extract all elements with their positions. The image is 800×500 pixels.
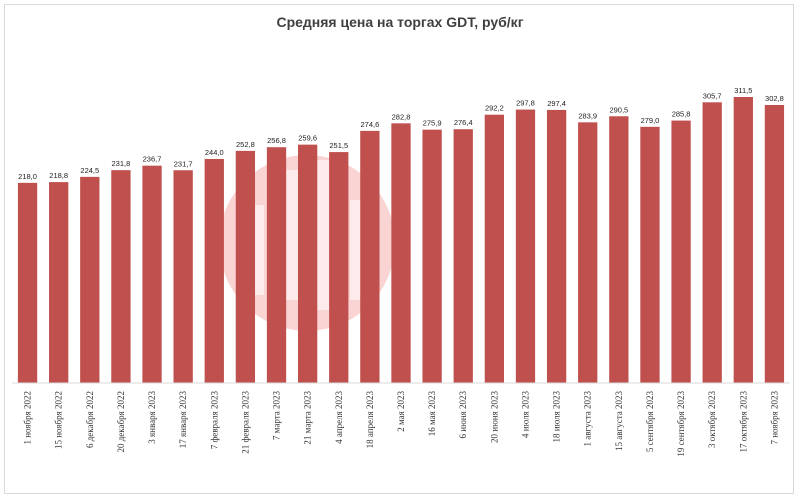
bar bbox=[360, 130, 380, 383]
x-tick-label: 6 июня 2023 bbox=[458, 391, 468, 439]
bar-value-label: 276,4 bbox=[454, 118, 473, 127]
x-tick-label: 18 апреля 2023 bbox=[365, 391, 375, 449]
bar bbox=[266, 147, 287, 383]
x-tick-label: 2 мая 2023 bbox=[396, 391, 406, 432]
x-tick-label: 21 февраля 2023 bbox=[240, 391, 250, 454]
bar-value-label: 218,0 bbox=[18, 172, 37, 181]
x-tick-label: 20 декабря 2022 bbox=[116, 391, 126, 453]
chart-title: Средняя цена на торгах GDT, руб/кг bbox=[276, 14, 524, 30]
bar-value-label: 279,0 bbox=[641, 116, 660, 125]
bar bbox=[546, 109, 567, 384]
bar-value-label: 224,5 bbox=[80, 166, 99, 175]
bar bbox=[578, 122, 598, 383]
bar-value-label: 218,8 bbox=[49, 171, 68, 180]
bar bbox=[733, 96, 753, 384]
bar bbox=[515, 109, 536, 383]
bar bbox=[111, 170, 131, 383]
bar bbox=[640, 126, 660, 383]
bar-value-label: 311,5 bbox=[734, 86, 752, 95]
x-tick-label: 16 мая 2023 bbox=[427, 391, 437, 437]
bar-value-label: 259,6 bbox=[298, 134, 317, 143]
bar-value-label: 302,8 bbox=[765, 94, 784, 103]
x-tick-label: 6 декабря 2022 bbox=[85, 391, 95, 448]
bar-value-label: 297,8 bbox=[516, 99, 535, 108]
x-tick-label: 20 июня 2023 bbox=[489, 391, 499, 443]
x-tick-label: 17 октября 2023 bbox=[738, 391, 748, 453]
bar-value-label: 292,2 bbox=[485, 104, 504, 113]
x-tick-label: 1 августа 2023 bbox=[583, 391, 593, 447]
x-tick-label: 17 января 2023 bbox=[178, 391, 188, 449]
x-tick-label: 5 сентября 2023 bbox=[645, 391, 655, 453]
bar bbox=[142, 165, 162, 383]
x-tick-label: 19 сентября 2023 bbox=[676, 391, 686, 457]
x-tick-label: 21 марта 2023 bbox=[303, 391, 313, 445]
x-tick-label: 4 июля 2023 bbox=[520, 391, 530, 438]
bar bbox=[702, 102, 722, 383]
bar-value-label: 251,5 bbox=[329, 141, 348, 150]
bar bbox=[297, 144, 318, 383]
x-tick-label: 3 октября 2023 bbox=[707, 391, 717, 448]
x-tick-label: 7 февраля 2023 bbox=[209, 391, 219, 450]
x-tick-label: 15 августа 2023 bbox=[614, 391, 624, 451]
x-tick-label: 7 марта 2023 bbox=[272, 391, 282, 441]
bar bbox=[204, 158, 224, 383]
bar-value-label: 231,8 bbox=[112, 159, 131, 168]
bar bbox=[17, 182, 38, 383]
bar bbox=[453, 129, 473, 383]
bar bbox=[173, 170, 193, 383]
bar bbox=[329, 152, 349, 383]
bar bbox=[484, 114, 504, 384]
bar bbox=[49, 182, 69, 383]
bar-value-label: 290,5 bbox=[609, 105, 628, 114]
bar bbox=[609, 116, 629, 384]
bar bbox=[391, 123, 411, 383]
bar bbox=[422, 129, 442, 383]
bar bbox=[671, 120, 691, 383]
value-labels-group: 218,0 218,8 224,5 231,8 236,7 231,7 244,0 252,8… bbox=[18, 86, 784, 181]
x-tick-label: 15 ноября 2022 bbox=[54, 391, 64, 449]
bar bbox=[80, 176, 100, 383]
bar-value-label: 252,8 bbox=[236, 140, 255, 149]
bar bbox=[235, 150, 256, 383]
x-tick-label: 1 ноября 2022 bbox=[23, 391, 33, 445]
bar-value-label: 275,9 bbox=[423, 119, 442, 128]
bar-value-label: 297,4 bbox=[547, 99, 566, 108]
bar-value-label: 256,8 bbox=[267, 136, 286, 145]
x-tick-label: 18 июля 2023 bbox=[552, 391, 562, 443]
bar-value-label: 236,7 bbox=[143, 155, 162, 164]
bar-value-label: 231,7 bbox=[174, 159, 193, 168]
bar-value-label: 244,0 bbox=[205, 148, 224, 157]
x-tick-label: 4 апреля 2023 bbox=[334, 391, 344, 444]
x-tick-label: 7 ноября 2023 bbox=[769, 391, 779, 445]
bars-group bbox=[17, 96, 785, 384]
bar bbox=[764, 104, 785, 383]
watermark-stroke bbox=[316, 160, 332, 310]
x-tick-label: 3 января 2023 bbox=[147, 391, 157, 444]
bar-value-label: 305,7 bbox=[703, 91, 722, 100]
bar-value-label: 282,8 bbox=[392, 112, 411, 121]
bar-value-label: 274,6 bbox=[360, 120, 379, 129]
bar-value-label: 283,9 bbox=[578, 111, 597, 120]
bar-value-label: 285,8 bbox=[672, 110, 691, 119]
x-tick-labels-group: 1 ноября 2022 15 ноября 2022 6 декабря 202… bbox=[23, 391, 780, 457]
